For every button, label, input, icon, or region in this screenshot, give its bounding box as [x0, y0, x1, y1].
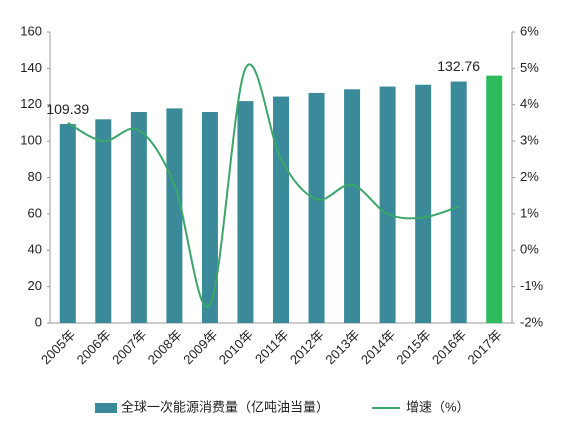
y2-tick-label: -1% [520, 278, 544, 293]
legend-label: 增速（%） [406, 399, 470, 414]
x-tick-label: 2015年 [393, 327, 433, 367]
bar [308, 92, 325, 323]
x-tick-label: 2005年 [38, 327, 78, 367]
x-tick-label: 2009年 [180, 327, 220, 367]
legend-swatch [95, 403, 117, 413]
bar [273, 96, 289, 323]
y2-tick-label: 1% [520, 205, 539, 220]
data-label: 109.39 [46, 101, 89, 117]
x-tick-label: 2006年 [74, 327, 114, 367]
x-tick-label: 2010年 [216, 327, 256, 367]
y2-tick-label: 0% [520, 242, 539, 257]
x-tick-label: 2008年 [145, 327, 185, 367]
bar [237, 101, 254, 323]
y-tick-label: 0 [35, 314, 42, 329]
y2-tick-label: -2% [520, 314, 544, 329]
bar [95, 119, 112, 323]
y-tick-label: 120 [20, 96, 42, 111]
x-tick-label: 2007年 [109, 327, 149, 367]
bar [166, 108, 183, 323]
y2-tick-label: 6% [520, 23, 539, 38]
x-tick-label: 2016年 [429, 327, 469, 367]
y-tick-label: 20 [28, 278, 42, 293]
y2-tick-label: 2% [520, 169, 539, 184]
bar [201, 112, 218, 324]
bar [59, 124, 76, 323]
y2-tick-label: 5% [520, 60, 539, 75]
legend-label: 全球一次能源消费量（亿吨油当量） [121, 399, 329, 414]
line [67, 63, 459, 309]
x-tick-label: 2013年 [322, 327, 362, 367]
data-label: 132.76 [437, 58, 480, 74]
bar [379, 86, 396, 323]
y-tick-label: 160 [20, 23, 42, 38]
bar [450, 81, 467, 323]
bar [130, 112, 147, 324]
y-tick-label: 80 [28, 169, 42, 184]
y-tick-label: 140 [20, 60, 42, 75]
x-tick-label: 2017年 [465, 327, 505, 367]
y2-tick-label: 3% [520, 133, 539, 148]
x-tick-label: 2011年 [252, 327, 292, 367]
y-tick-label: 100 [20, 133, 42, 148]
y2-tick-label: 4% [520, 96, 539, 111]
bar [344, 89, 361, 324]
bar [415, 84, 432, 324]
bar [486, 75, 503, 324]
y-tick-label: 40 [28, 242, 42, 257]
x-tick-label: 2014年 [358, 327, 398, 367]
y-tick-label: 60 [28, 205, 42, 220]
x-tick-label: 2012年 [287, 327, 327, 367]
